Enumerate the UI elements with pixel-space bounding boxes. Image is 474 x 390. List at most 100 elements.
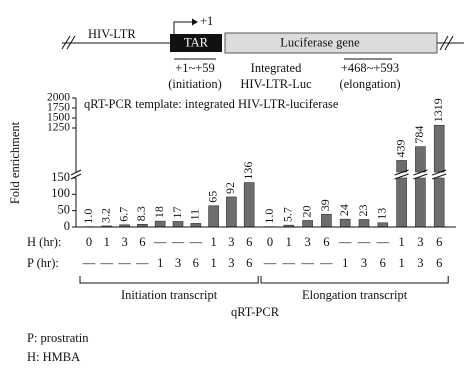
- row-value: 3: [228, 235, 234, 249]
- region-label: +1~+59: [175, 61, 215, 75]
- value-label: 3.2: [99, 208, 113, 223]
- value-label: 20: [299, 205, 313, 217]
- row-value: 1: [157, 256, 163, 270]
- group-bracket: [261, 276, 448, 283]
- row-value: —: [376, 235, 390, 249]
- value-label: 23: [356, 204, 370, 216]
- row-value: 6: [193, 256, 199, 270]
- row-value: —: [282, 256, 296, 270]
- tss-arrow: [174, 22, 192, 34]
- bar: [303, 220, 313, 227]
- row-value: 1: [398, 256, 404, 270]
- value-label: 39: [318, 199, 332, 211]
- group-label: Initiation transcript: [121, 288, 218, 302]
- value-label: 8.3: [134, 206, 148, 221]
- row-value: —: [135, 256, 149, 270]
- value-label: 92: [223, 182, 237, 194]
- bar: [359, 219, 369, 227]
- row-value: 3: [417, 256, 423, 270]
- ltr-label: HIV-LTR: [88, 27, 136, 41]
- row-value: 0: [267, 235, 273, 249]
- row-value: 6: [246, 235, 252, 249]
- row-value: 6: [323, 235, 329, 249]
- value-label: 11: [188, 209, 202, 221]
- bar: [191, 223, 201, 227]
- row-value: 3: [175, 256, 181, 270]
- row-value: 3: [228, 256, 234, 270]
- row-value: —: [82, 256, 96, 270]
- row-value: 1: [398, 235, 404, 249]
- row-value: 1: [286, 235, 292, 249]
- value-label: 1.0: [81, 209, 95, 224]
- tss-arrow-head: [192, 19, 198, 26]
- construct-label: Integrated: [251, 61, 302, 75]
- row-value: 1: [342, 256, 348, 270]
- row-label: H (hr):: [27, 235, 61, 249]
- row-value: 3: [121, 235, 127, 249]
- row-value: 6: [139, 235, 145, 249]
- value-label: 439: [393, 139, 407, 157]
- construct-label: HIV-LTR-Luc: [240, 77, 312, 91]
- bar: [226, 197, 236, 227]
- row-value: 6: [436, 256, 442, 270]
- x-axis-label: qRT-PCR: [231, 305, 280, 319]
- value-label: 13: [375, 208, 389, 220]
- row-value: 6: [436, 235, 442, 249]
- group-bracket: [80, 276, 258, 283]
- value-label: 1.0: [262, 209, 276, 224]
- bar: [173, 221, 183, 227]
- row-value: 3: [304, 235, 310, 249]
- bar: [244, 183, 254, 227]
- value-label: 1319: [431, 98, 445, 122]
- row-value: —: [100, 256, 114, 270]
- value-label: 17: [170, 206, 184, 218]
- tar-label: TAR: [184, 35, 209, 49]
- y-tick-label: 2000: [47, 92, 70, 104]
- bar: [434, 125, 444, 172]
- note: H: HMBA: [27, 350, 80, 364]
- y-axis-label: Fold enrichment: [8, 121, 22, 204]
- row-value: 1: [210, 235, 216, 249]
- value-label: 784: [412, 126, 426, 144]
- y-tick-label: 0: [64, 219, 70, 233]
- bar: [321, 214, 331, 227]
- row-value: —: [357, 235, 371, 249]
- row-value: 3: [417, 235, 423, 249]
- value-label: 18: [152, 206, 166, 218]
- bar: [434, 178, 444, 227]
- row-value: 1: [210, 256, 216, 270]
- bar: [209, 206, 219, 227]
- row-value: —: [300, 256, 314, 270]
- note: P: prostratin: [27, 331, 89, 345]
- value-label: 24: [337, 204, 351, 216]
- row-value: 6: [380, 256, 386, 270]
- value-label: 136: [241, 162, 255, 180]
- row-value: —: [153, 235, 167, 249]
- group-label: Elongation transcript: [302, 288, 408, 302]
- row-value: 6: [246, 256, 252, 270]
- bar: [155, 221, 165, 227]
- value-label: 6.7: [116, 207, 130, 222]
- region-label: +468~+593: [341, 61, 399, 75]
- row-label: P (hr):: [27, 256, 59, 270]
- row-value: 0: [86, 235, 92, 249]
- row-value: —: [319, 256, 333, 270]
- row-value: —: [117, 256, 131, 270]
- row-value: 1: [104, 235, 110, 249]
- bar: [415, 147, 425, 172]
- row-value: —: [338, 235, 352, 249]
- y-tick-label: 50: [58, 203, 71, 217]
- y-tick-label: 150: [51, 170, 70, 184]
- bar: [378, 223, 388, 227]
- gene-label: Luciferase gene: [280, 35, 360, 49]
- row-value: 3: [361, 256, 367, 270]
- y-tick-label: 100: [51, 186, 70, 200]
- region-note: (elongation): [339, 77, 400, 91]
- row-value: —: [263, 256, 277, 270]
- value-label: 5.7: [281, 207, 295, 222]
- value-label: 65: [205, 191, 219, 203]
- bar: [415, 178, 425, 227]
- row-value: —: [189, 235, 203, 249]
